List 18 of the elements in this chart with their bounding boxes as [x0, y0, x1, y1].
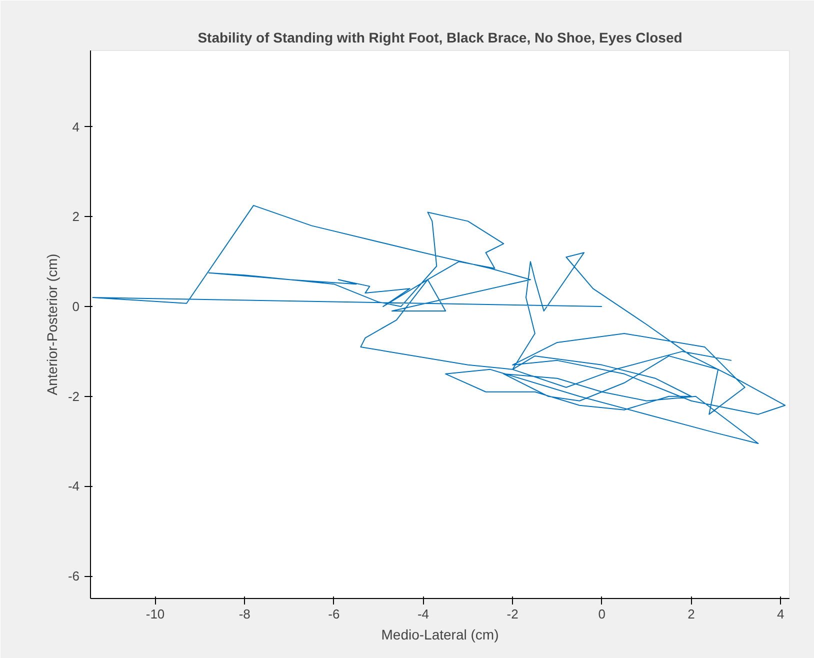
- x-tick-label: 0: [598, 606, 606, 622]
- y-tick-label: 2: [72, 209, 80, 224]
- x-tick-label: -2: [506, 606, 518, 622]
- x-axis-title: Medio-Lateral (cm): [381, 626, 499, 642]
- x-tick-label: -8: [238, 606, 250, 622]
- line-series: [92, 204, 786, 444]
- x-tick-label: 2: [688, 606, 695, 622]
- chart-title: Stability of Standing with Right Foot, Black Brace, No Shoe, Eyes Closed: [198, 30, 682, 46]
- x-tick-label: -6: [328, 606, 340, 622]
- y-tick-label: -4: [68, 478, 80, 494]
- y-tick-label: -2: [68, 388, 80, 404]
- y-tick-label: -6: [68, 568, 80, 584]
- y-axis-title: Anterior-Posterior (cm): [44, 254, 60, 396]
- y-tick-label: 4: [72, 119, 80, 134]
- x-tick-label: 4: [776, 606, 784, 622]
- x-tick-label: -4: [417, 606, 430, 622]
- y-tick-label: 0: [72, 299, 80, 314]
- x-tick-label: -10: [146, 606, 165, 622]
